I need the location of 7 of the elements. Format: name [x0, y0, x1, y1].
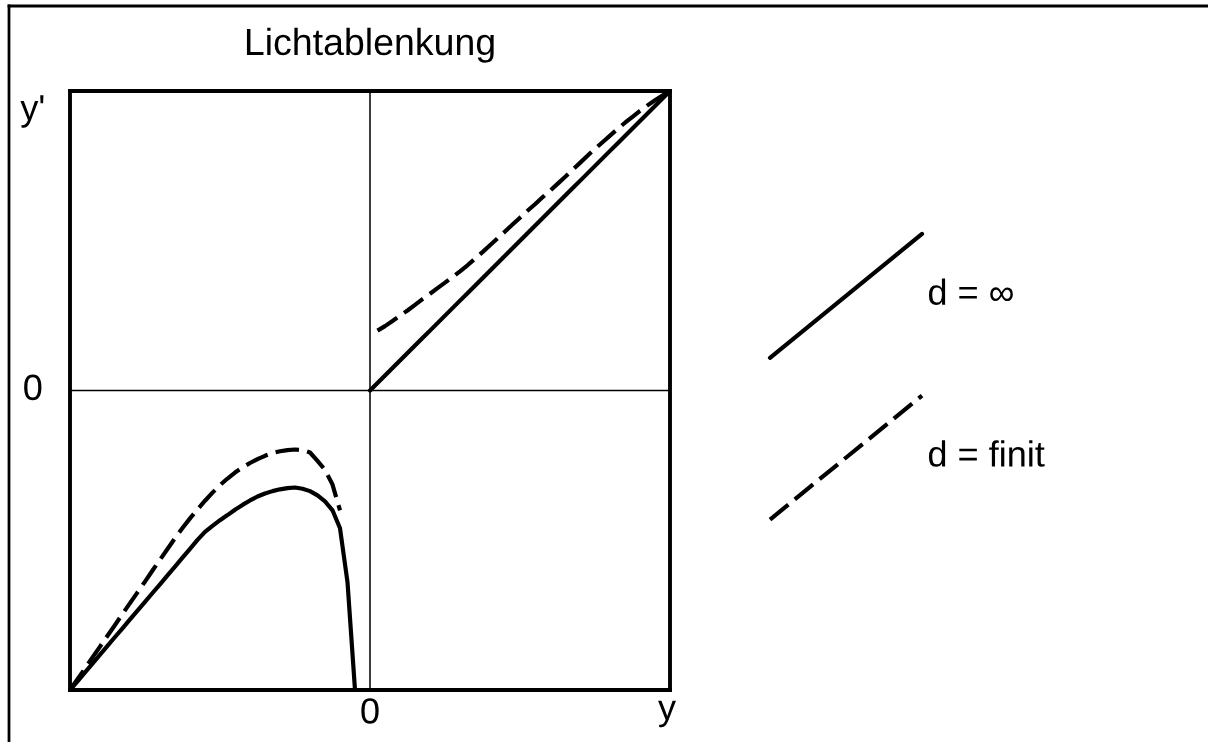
- ref-line-label: 0: [24, 374, 42, 401]
- text: d = finit: [928, 440, 1045, 467]
- y-axis-title: y': [20, 95, 44, 128]
- text: 0: [361, 698, 379, 724]
- x-axis-title: y: [658, 700, 676, 728]
- text: d = ∞: [928, 278, 1013, 306]
- chart-title: Lichtablenkung: [246, 27, 494, 63]
